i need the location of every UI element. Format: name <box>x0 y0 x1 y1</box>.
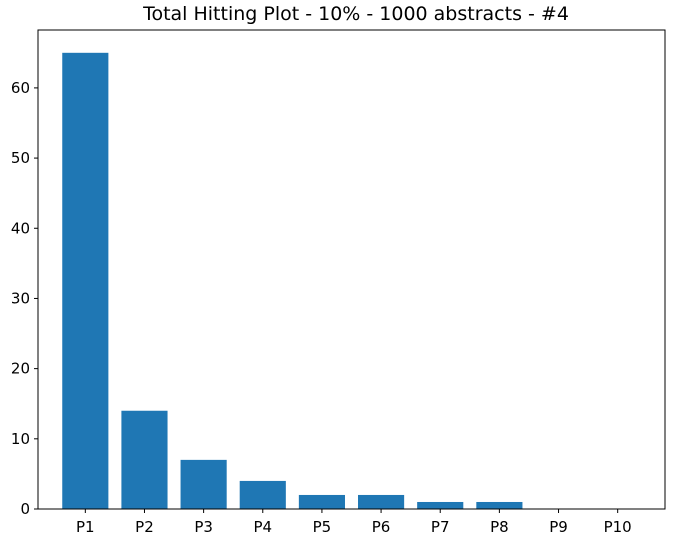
x-tick-label-p7: P7 <box>431 518 450 536</box>
x-tick-label-p6: P6 <box>372 518 391 536</box>
x-tick-label-p10: P10 <box>604 518 632 536</box>
bar-p1 <box>62 52 109 510</box>
x-tick-label-p8: P8 <box>490 518 509 536</box>
y-tick-label-10: 10 <box>11 430 30 448</box>
y-tick-label-50: 50 <box>11 149 30 167</box>
plot-frame <box>37 29 666 510</box>
bar-p8 <box>476 501 523 509</box>
x-tick-label-p3: P3 <box>194 518 213 536</box>
bar-p7 <box>417 501 464 509</box>
x-tick-label-p9: P9 <box>549 518 568 536</box>
x-tick-label-p2: P2 <box>135 518 154 536</box>
axes-layer: P1 P2 P3 P4 P5 P6 P7 P8 P9 P10 0 10 20 30 40 50 60 <box>11 79 632 536</box>
bar-p4 <box>239 480 286 509</box>
chart-title: Total Hitting Plot - 10% - 1000 abstract… <box>142 3 569 25</box>
y-tick-label-60: 60 <box>11 79 30 97</box>
bar-p3 <box>180 459 227 509</box>
bars-layer <box>62 52 523 510</box>
bar-p6 <box>358 494 405 509</box>
bar-p5 <box>298 494 345 509</box>
x-tick-label-p4: P4 <box>253 518 272 536</box>
x-tick-label-p1: P1 <box>76 518 95 536</box>
bar-p2 <box>121 410 168 509</box>
x-tick-label-p5: P5 <box>313 518 332 536</box>
y-tick-label-40: 40 <box>11 219 30 237</box>
y-tick-label-0: 0 <box>20 500 30 518</box>
y-tick-label-20: 20 <box>11 360 30 378</box>
y-tick-label-30: 30 <box>11 289 30 307</box>
